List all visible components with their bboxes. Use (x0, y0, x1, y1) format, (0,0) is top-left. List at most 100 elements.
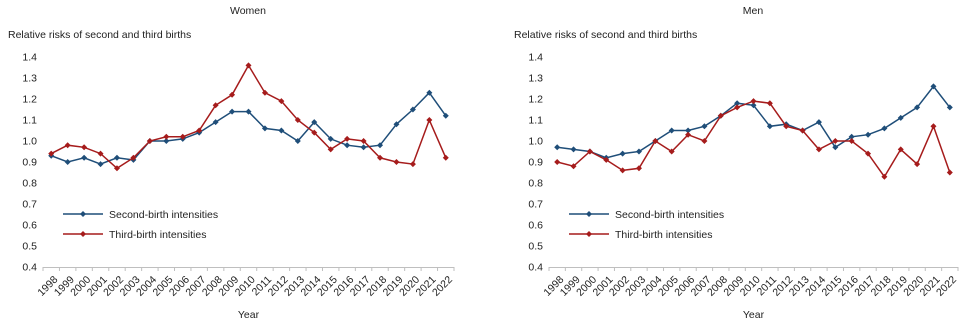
data-point (426, 117, 433, 123)
data-point (327, 135, 334, 142)
y-tick-label: 1.4 (528, 52, 543, 64)
data-point (668, 127, 675, 134)
y-tick-label: 0.8 (528, 178, 543, 190)
data-point (635, 148, 642, 155)
data-point (212, 102, 219, 109)
data-point (946, 104, 953, 111)
data-point (64, 142, 71, 149)
data-point (48, 150, 55, 157)
data-point (668, 148, 675, 155)
data-point (261, 89, 268, 96)
data-point (393, 159, 400, 165)
data-point (97, 161, 104, 168)
data-point (377, 142, 384, 149)
chart-title: Men (743, 5, 764, 17)
legend: Second-birth intensities Third-birth inte… (63, 209, 218, 241)
data-point (946, 169, 953, 176)
legend-marker (80, 231, 86, 237)
legend-marker (80, 211, 86, 217)
x-axis-label: Year (238, 309, 260, 321)
y-tick-label: 0.6 (22, 220, 37, 232)
y-tick-label: 1.4 (22, 52, 37, 64)
x-axis-label: Year (743, 309, 765, 321)
data-point (245, 108, 252, 115)
data-point (113, 165, 120, 172)
data-point (881, 173, 888, 180)
data-point (685, 131, 692, 138)
data-point (278, 127, 285, 134)
data-point (409, 161, 416, 168)
series-third-birth (554, 98, 953, 180)
data-point (311, 119, 318, 126)
y-tick-label: 0.9 (528, 157, 543, 169)
data-point (409, 106, 416, 113)
legend-label: Third-birth intensities (109, 229, 206, 241)
y-tick-label: 0.9 (22, 157, 37, 169)
y-tick-label: 1.3 (528, 73, 543, 85)
data-point (897, 114, 904, 121)
data-point (701, 123, 708, 130)
data-point (64, 159, 71, 165)
data-point (914, 104, 921, 111)
y-tick-label: 0.5 (22, 241, 37, 253)
y-axis-label: Relative risks of second and third birth… (514, 29, 697, 41)
data-point (278, 98, 285, 105)
data-point (229, 108, 236, 115)
series-second-birth (554, 83, 953, 161)
data-point (603, 156, 610, 163)
data-point (930, 83, 937, 90)
data-point (619, 150, 626, 157)
data-point (196, 127, 203, 134)
y-tick-label: 1.1 (528, 115, 543, 127)
data-point (229, 91, 236, 98)
data-point (570, 146, 577, 153)
data-point (360, 144, 367, 151)
data-point (701, 138, 708, 144)
data-point (848, 138, 855, 144)
y-axis-label: Relative risks of second and third birth… (8, 29, 191, 41)
data-point (914, 161, 921, 168)
data-point (179, 133, 186, 140)
y-tick-label: 1.3 (22, 73, 37, 85)
y-tick-label: 1.2 (22, 94, 37, 106)
data-point (97, 150, 104, 157)
data-point (750, 98, 757, 105)
data-point (815, 119, 822, 126)
data-point (163, 133, 170, 140)
y-tick-label: 0.7 (528, 199, 543, 211)
y-tick-label: 0.6 (528, 220, 543, 232)
data-point (635, 165, 642, 172)
data-point (245, 62, 252, 69)
data-point (766, 123, 773, 130)
series-second-birth (48, 89, 449, 168)
data-point (832, 144, 839, 151)
data-point (327, 146, 334, 153)
data-point (442, 112, 449, 119)
data-point (212, 119, 219, 126)
series-line (557, 100, 951, 179)
data-point (799, 127, 806, 134)
chart-title: Women (230, 5, 266, 17)
data-point (113, 154, 120, 161)
series-line (50, 63, 447, 170)
data-point (81, 154, 88, 161)
data-point (393, 121, 400, 128)
legend-marker (586, 231, 592, 237)
data-point (294, 138, 301, 144)
legend: Second-birth intensities Third-birth inte… (569, 209, 724, 241)
data-point (311, 129, 318, 136)
legend-label: Second-birth intensities (109, 209, 218, 221)
y-tick-label: 0.8 (22, 178, 37, 190)
data-point (344, 135, 351, 142)
chart-men: Men Relative risks of second and third bi… (514, 5, 959, 321)
data-point (570, 163, 577, 170)
data-point (442, 154, 449, 161)
data-point (554, 159, 561, 165)
data-point (163, 138, 170, 144)
data-point (377, 154, 384, 161)
y-tick-label: 1.1 (22, 115, 37, 127)
y-tick-label: 1.2 (528, 94, 543, 106)
y-tick-label: 1.0 (528, 136, 543, 148)
data-point (930, 123, 937, 130)
